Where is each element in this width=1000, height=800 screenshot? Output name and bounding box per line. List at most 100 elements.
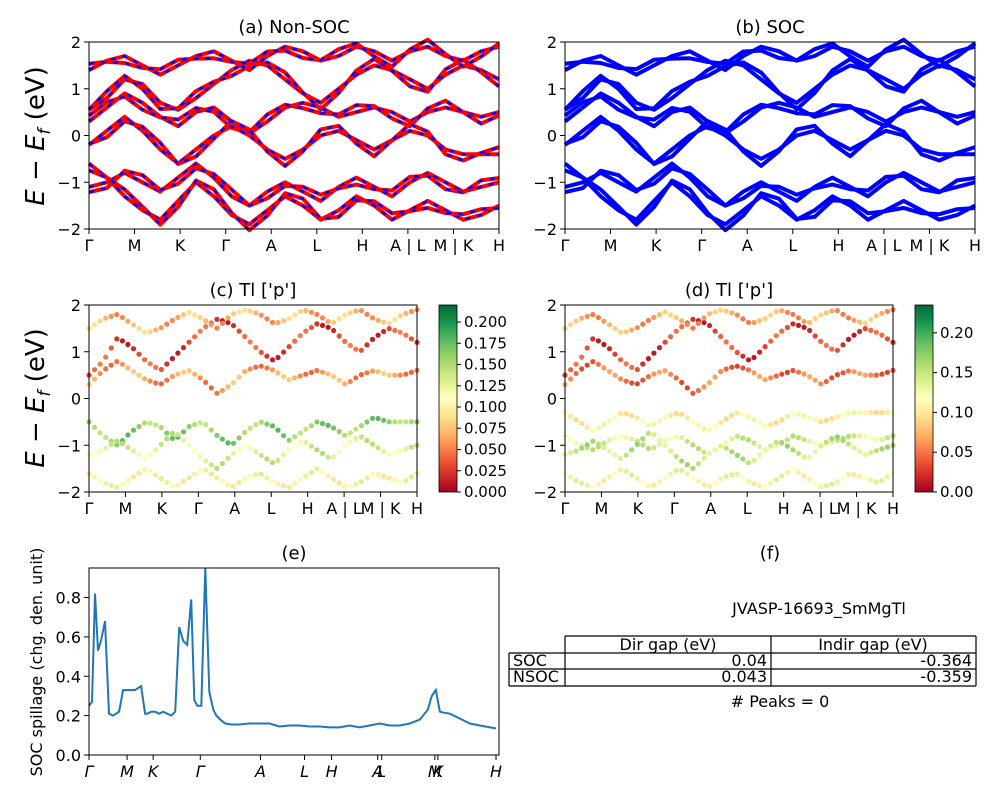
band-point bbox=[790, 367, 796, 374]
band-line-overlay bbox=[88, 162, 500, 226]
band-point bbox=[381, 328, 387, 335]
xtick-label: A | L bbox=[866, 236, 902, 255]
band-point bbox=[219, 478, 225, 484]
band-point bbox=[745, 319, 752, 325]
band-line-overlay bbox=[88, 166, 500, 208]
band-point bbox=[364, 475, 370, 481]
band-point bbox=[590, 438, 596, 444]
band-point bbox=[192, 334, 198, 340]
band-point bbox=[834, 308, 841, 314]
band-point bbox=[723, 339, 729, 345]
material-id: JVASP-16693_SmMgTl bbox=[731, 599, 906, 619]
band-point bbox=[353, 346, 359, 352]
gap-table: Dir gap (eV) Indir gap (eV) SOC 0.04 -0.… bbox=[508, 635, 977, 687]
band-point bbox=[169, 430, 175, 436]
band-line bbox=[564, 37, 977, 72]
band-point bbox=[130, 346, 137, 352]
band-point bbox=[645, 430, 652, 436]
band-point bbox=[214, 475, 220, 481]
panel-e-ylabel: SOC spillage (chg. den. unit) bbox=[27, 548, 46, 777]
band-point bbox=[119, 338, 125, 344]
colorbar-tick-label: 0.200 bbox=[464, 313, 507, 331]
band-point bbox=[297, 477, 303, 483]
xtick-label: A | L bbox=[326, 499, 362, 518]
band-point bbox=[712, 447, 718, 453]
band-point bbox=[253, 344, 259, 351]
band-point bbox=[623, 329, 629, 335]
band-point bbox=[108, 362, 114, 368]
panel-a-yticks: 2 1 0 −1 −2 bbox=[57, 33, 89, 239]
band-point bbox=[873, 448, 879, 454]
band-point bbox=[673, 467, 679, 474]
band-point bbox=[662, 339, 668, 345]
band-line bbox=[564, 119, 976, 168]
band-point bbox=[136, 325, 142, 332]
band-point bbox=[651, 432, 657, 438]
band-point bbox=[403, 332, 409, 338]
band-point bbox=[662, 442, 668, 449]
band-point bbox=[153, 472, 159, 478]
band-point bbox=[175, 314, 181, 320]
band-point bbox=[740, 365, 746, 371]
band-point bbox=[197, 375, 203, 381]
band-point bbox=[325, 473, 331, 479]
xtick-label: M bbox=[604, 236, 618, 255]
band-point bbox=[773, 308, 779, 314]
band-point bbox=[308, 443, 314, 449]
band-point bbox=[136, 452, 142, 458]
band-point bbox=[840, 370, 846, 376]
band-point bbox=[701, 426, 707, 432]
band-point bbox=[303, 308, 309, 314]
band-point bbox=[247, 445, 253, 451]
band-point bbox=[701, 384, 707, 390]
band-line-overlay bbox=[88, 95, 500, 134]
xtick-label: L bbox=[267, 499, 276, 518]
band-point bbox=[851, 472, 857, 478]
band-point bbox=[706, 323, 713, 329]
band-point bbox=[180, 369, 187, 375]
band-point bbox=[375, 472, 381, 478]
band-point bbox=[695, 422, 702, 428]
band-point bbox=[342, 312, 348, 318]
band-point bbox=[114, 442, 120, 448]
band-point bbox=[364, 370, 370, 376]
band-point bbox=[757, 420, 763, 426]
band-point bbox=[695, 387, 702, 394]
band-point bbox=[386, 372, 392, 378]
band-point bbox=[97, 361, 103, 367]
band-point bbox=[712, 328, 718, 334]
band-point bbox=[208, 427, 214, 433]
band-point bbox=[275, 457, 281, 463]
band-point bbox=[103, 445, 109, 451]
band-point bbox=[851, 445, 857, 451]
band-point bbox=[679, 467, 685, 473]
band-point bbox=[718, 476, 724, 482]
band-point bbox=[851, 433, 857, 439]
band-point bbox=[292, 443, 298, 449]
band-point bbox=[784, 413, 791, 419]
xtick-label: M | K bbox=[910, 236, 950, 255]
band-point bbox=[286, 437, 292, 443]
band-point bbox=[369, 368, 376, 374]
band-point bbox=[342, 338, 348, 344]
band-point bbox=[668, 448, 674, 454]
band-point bbox=[673, 315, 679, 321]
band-point bbox=[740, 316, 746, 322]
band-point bbox=[92, 376, 98, 382]
band-point bbox=[640, 479, 646, 485]
panel-a-xticks: Γ M K Γ A L H A | L M | K H bbox=[85, 229, 505, 255]
band-point bbox=[868, 317, 874, 323]
band-point bbox=[857, 370, 863, 377]
band-point bbox=[281, 452, 287, 458]
xtick-label: L bbox=[788, 236, 797, 255]
band-point bbox=[186, 309, 192, 315]
band-point bbox=[158, 325, 164, 331]
band-point bbox=[103, 434, 109, 441]
band-point bbox=[403, 371, 409, 377]
colorbar-tick-label: 0.150 bbox=[464, 356, 507, 374]
ylabel-c-main: E − E bbox=[21, 396, 51, 468]
band-point bbox=[175, 371, 181, 377]
band-point bbox=[264, 365, 270, 371]
band-point bbox=[369, 471, 376, 477]
band-point bbox=[347, 483, 353, 489]
